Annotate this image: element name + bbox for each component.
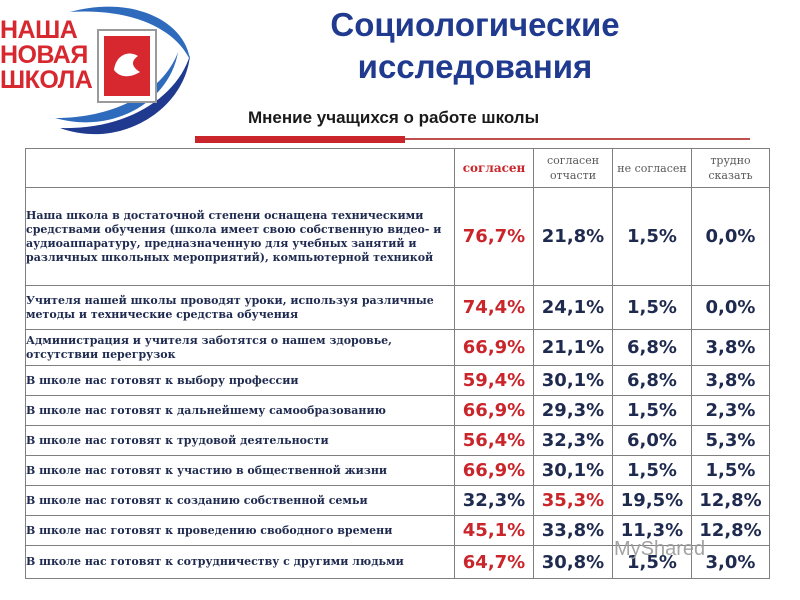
header-question-cell <box>25 148 455 188</box>
logo-text-line3: ШКОЛА <box>0 66 93 94</box>
question-cell: В школе нас готовят к трудовой деятельно… <box>25 425 455 456</box>
value-cell: 32,3% <box>533 425 613 456</box>
column-header: трудно сказать <box>691 148 770 188</box>
value-cell: 11,3% <box>612 515 692 546</box>
value-cell: 6,8% <box>612 329 692 366</box>
value-cell: 3,8% <box>691 329 770 366</box>
value-cell: 0,0% <box>691 285 770 330</box>
value-cell: 74,4% <box>454 285 534 330</box>
value-cell: 1,5% <box>612 285 692 330</box>
value-cell: 76,7% <box>454 187 534 286</box>
question-cell: В школе нас готовят к участию в обществе… <box>25 455 455 486</box>
value-cell: 12,8% <box>691 485 770 516</box>
value-cell: 3,8% <box>691 365 770 396</box>
value-cell: 1,5% <box>612 455 692 486</box>
value-cell: 66,9% <box>454 329 534 366</box>
question-cell: Администрация и учителя заботятся о наше… <box>25 329 455 366</box>
column-header: согласен <box>454 148 534 188</box>
value-cell: 12,8% <box>691 515 770 546</box>
value-cell: 0,0% <box>691 187 770 286</box>
subtitle-accent-bar <box>195 136 405 143</box>
value-cell: 66,9% <box>454 395 534 426</box>
table-row: Наша школа в достаточной степени оснащен… <box>25 187 770 286</box>
table-header-row: согласен согласен отчасти не согласен тр… <box>25 148 770 188</box>
value-cell: 5,3% <box>691 425 770 456</box>
value-cell: 30,8% <box>533 545 613 579</box>
question-cell: В школе нас готовят к созданию собственн… <box>25 485 455 516</box>
table-row: В школе нас готовят к созданию собственн… <box>25 485 770 516</box>
question-cell: В школе нас готовят к сотрудничеству с д… <box>25 545 455 579</box>
value-cell: 19,5% <box>612 485 692 516</box>
value-cell: 64,7% <box>454 545 534 579</box>
column-header: не согласен <box>612 148 692 188</box>
table-row: В школе нас готовят к участию в обществе… <box>25 455 770 486</box>
column-header: согласен отчасти <box>533 148 613 188</box>
question-cell: Наша школа в достаточной степени оснащен… <box>25 187 455 286</box>
table-row: В школе нас готовят к дальнейшему самооб… <box>25 395 770 426</box>
page-title: Социологические исследования <box>330 6 620 85</box>
question-cell: В школе нас готовят к проведению свободн… <box>25 515 455 546</box>
value-cell: 1,5% <box>612 545 692 579</box>
value-cell: 6,8% <box>612 365 692 396</box>
value-cell: 56,4% <box>454 425 534 456</box>
value-cell: 21,8% <box>533 187 613 286</box>
table-row: Администрация и учителя заботятся о наше… <box>25 329 770 366</box>
logo-text-line1: НАША <box>0 16 78 44</box>
value-cell: 66,9% <box>454 455 534 486</box>
value-cell: 30,1% <box>533 455 613 486</box>
table-row: В школе нас готовят к проведению свободн… <box>25 515 770 546</box>
value-cell: 2,3% <box>691 395 770 426</box>
value-cell: 6,0% <box>612 425 692 456</box>
value-cell: 1,5% <box>612 187 692 286</box>
question-cell: В школе нас готовят к выбору профессии <box>25 365 455 396</box>
watermark: MyShared <box>614 538 706 560</box>
logo-emblem-icon <box>55 6 190 135</box>
value-cell: 45,1% <box>454 515 534 546</box>
value-cell: 29,3% <box>533 395 613 426</box>
subtitle-underline <box>195 138 750 140</box>
table-row: В школе нас готовят к сотрудничеству с д… <box>25 545 770 579</box>
logo: НАША НОВАЯ ШКОЛА <box>0 0 200 150</box>
value-cell: 30,1% <box>533 365 613 396</box>
value-cell: 1,5% <box>612 395 692 426</box>
value-cell: 3,0% <box>691 545 770 579</box>
value-cell: 33,8% <box>533 515 613 546</box>
value-cell: 59,4% <box>454 365 534 396</box>
question-cell: Учителя нашей школы проводят уроки, испо… <box>25 285 455 330</box>
value-cell: 24,1% <box>533 285 613 330</box>
value-cell: 21,1% <box>533 329 613 366</box>
table-row: Учителя нашей школы проводят уроки, испо… <box>25 285 770 330</box>
table-row: В школе нас готовят к выбору профессии 59… <box>25 365 770 396</box>
table-row: В школе нас готовят к трудовой деятельно… <box>25 425 770 456</box>
question-cell: В школе нас готовят к дальнейшему самооб… <box>25 395 455 426</box>
value-cell: 1,5% <box>691 455 770 486</box>
logo-text-line2: НОВАЯ <box>0 41 88 69</box>
page-subtitle: Мнение учащихся о работе школы <box>248 108 540 127</box>
value-cell: 35,3% <box>533 485 613 516</box>
value-cell: 32,3% <box>454 485 534 516</box>
survey-table: согласен согласен отчасти не согласен тр… <box>25 148 770 579</box>
